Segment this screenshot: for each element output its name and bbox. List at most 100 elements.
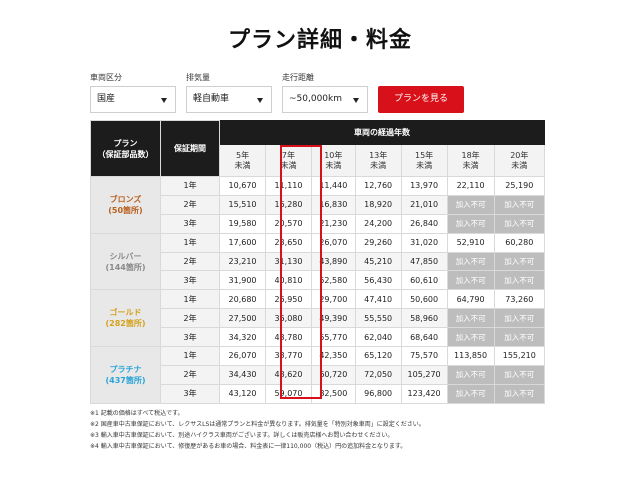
- price-cell: 26,950: [265, 289, 312, 310]
- footnotes: ※1 記載の価格はすべて税込です。 ※2 国産車中古車保証において、レクサスLS…: [90, 408, 560, 452]
- not-available-cell: 加入不可: [493, 213, 546, 234]
- table-row: 2年 23,210 31,130 43,890 45,210 47,850 加入不可 加入不可: [91, 251, 546, 272]
- term-cell: 1年: [159, 346, 221, 366]
- price-cell: 34,320: [219, 327, 266, 348]
- price-cell: 20,570: [265, 213, 312, 234]
- years-column-header: 15年 未満: [400, 144, 448, 177]
- plan-name-cell: ゴールド (282箇所): [90, 289, 161, 348]
- years-column-header-line: 15年: [415, 150, 434, 160]
- price-cell: 75,570: [400, 346, 448, 366]
- price-table-body: ブロンズ (50箇所) 1年 10,670 11,110 11,440 12,760 13,9…: [90, 176, 546, 404]
- not-available-cell: 加入不可: [446, 213, 495, 234]
- term-cell: 3年: [159, 213, 221, 234]
- price-cell: 11,110: [265, 176, 312, 196]
- term-cell: 2年: [159, 194, 221, 215]
- plan-part-count: (437箇所): [105, 375, 146, 385]
- price-cell: 16,280: [265, 194, 312, 215]
- term-cell: 3年: [159, 270, 221, 291]
- price-cell: 68,640: [400, 327, 448, 348]
- years-column-header: 10年 未満: [310, 144, 356, 177]
- price-cell: 23,210: [219, 251, 266, 272]
- price-cell: 43,890: [310, 251, 356, 272]
- plan-name-cell: シルバー (144箇所): [90, 232, 161, 291]
- price-cell: 64,790: [446, 289, 495, 310]
- price-cell: 60,720: [310, 364, 356, 385]
- years-column-header-line: 未満: [370, 160, 387, 170]
- price-cell: 55,770: [310, 327, 356, 348]
- chevron-down-icon: [353, 98, 359, 103]
- price-cell: 60,280: [493, 232, 546, 253]
- price-cell: 62,040: [354, 327, 402, 348]
- not-available-cell: 加入不可: [493, 383, 546, 404]
- term-cell: 1年: [159, 289, 221, 310]
- years-column-header-line: 5年: [235, 150, 250, 160]
- plan-header-line2: （保証部品数）: [97, 149, 154, 159]
- plan-name-cell: ブロンズ (50箇所): [90, 176, 161, 234]
- years-column-header: 7年 未満: [265, 144, 312, 177]
- show-plan-button[interactable]: プランを見る: [378, 86, 464, 113]
- displacement-filter-label: 排気量: [186, 73, 210, 82]
- page-title: プラン詳細・料金: [227, 28, 412, 53]
- mileage-select-value: ~50,000km: [289, 94, 343, 104]
- price-cell: 36,080: [265, 308, 312, 329]
- origin-select[interactable]: 国産: [90, 86, 176, 113]
- price-cell: 52,910: [446, 232, 495, 253]
- price-cell: 17,600: [219, 232, 266, 253]
- price-cell: 22,110: [446, 176, 495, 196]
- displacement-filter: 排気量 軽自動車: [186, 72, 272, 113]
- plan-column-header: プラン （保証部品数）: [90, 120, 161, 177]
- table-row: 2年 34,430 48,620 60,720 72,050 105,270 加入不可 加入不…: [91, 364, 546, 385]
- term-cell: 3年: [159, 327, 221, 348]
- plan-name: プラチナ: [109, 364, 142, 374]
- price-cell: 21,010: [400, 194, 448, 215]
- years-column-header-line: 未満: [416, 160, 433, 170]
- price-cell: 10,670: [219, 176, 266, 196]
- footnote: ※1 記載の価格はすべて税込です。: [90, 410, 184, 417]
- not-available-cell: 加入不可: [493, 364, 546, 385]
- price-cell: 34,430: [219, 364, 266, 385]
- price-cell: 155,210: [493, 346, 546, 366]
- table-row: ブロンズ (50箇所) 1年 10,670 11,110 11,440 12,760 13,9…: [90, 176, 546, 234]
- not-available-cell: 加入不可: [493, 251, 546, 272]
- years-group-header: 車両の経過年数: [219, 120, 545, 145]
- price-cell: 82,500: [310, 383, 356, 404]
- price-cell: 56,430: [354, 270, 402, 291]
- not-available-cell: 加入不可: [493, 327, 546, 348]
- years-column-header-line: 18年: [461, 150, 480, 160]
- displacement-select[interactable]: 軽自動車: [186, 86, 272, 113]
- price-cell: 42,350: [310, 346, 356, 366]
- footnote: ※3 輸入車中古車保証において、別途ハイクラス車両がございます。詳しくは販売店様…: [90, 432, 394, 439]
- not-available-cell: 加入不可: [446, 251, 495, 272]
- table-row: 3年 34,320 43,780 55,770 62,040 68,640 加入不可 加入不可: [91, 327, 546, 348]
- plan-name-cell: プラチナ (437箇所): [90, 346, 161, 404]
- not-available-cell: 加入不可: [446, 327, 495, 348]
- mileage-select[interactable]: ~50,000km: [282, 86, 368, 113]
- price-cell: 25,190: [493, 176, 546, 196]
- years-column-header-line: 未満: [280, 160, 297, 170]
- price-cell: 31,020: [400, 232, 448, 253]
- table-row: 3年 43,120 59,070 82,500 96,800 123,420 加入不可 加入不…: [91, 383, 546, 404]
- plan-name: ゴールド: [109, 308, 142, 318]
- price-cell: 43,780: [265, 327, 312, 348]
- table-row: 3年 31,900 40,810 52,580 56,430 60,610 加入不可 加入不可: [91, 270, 546, 291]
- term-column-header: 保証期間: [159, 120, 221, 177]
- price-cell: 60,610: [400, 270, 448, 291]
- not-available-cell: 加入不可: [446, 383, 495, 404]
- term-cell: 2年: [159, 364, 221, 385]
- years-column-header-line: 7年: [281, 150, 296, 160]
- price-cell: 21,230: [310, 213, 356, 234]
- price-cell: 11,440: [310, 176, 356, 196]
- price-cell: 49,390: [310, 308, 356, 329]
- price-cell: 27,500: [219, 308, 266, 329]
- years-column-header: 13年 未満: [354, 144, 402, 177]
- price-cell: 20,680: [219, 289, 266, 310]
- price-cell: 50,600: [400, 289, 448, 310]
- price-cell: 12,760: [354, 176, 402, 196]
- years-column-header-line: 未満: [325, 160, 342, 170]
- price-cell: 47,410: [354, 289, 402, 310]
- not-available-cell: 加入不可: [493, 308, 546, 329]
- price-cell: 16,830: [310, 194, 356, 215]
- plan-name: シルバー: [109, 251, 142, 261]
- years-column-header-line: 10年: [324, 150, 343, 160]
- price-cell: 18,920: [354, 194, 402, 215]
